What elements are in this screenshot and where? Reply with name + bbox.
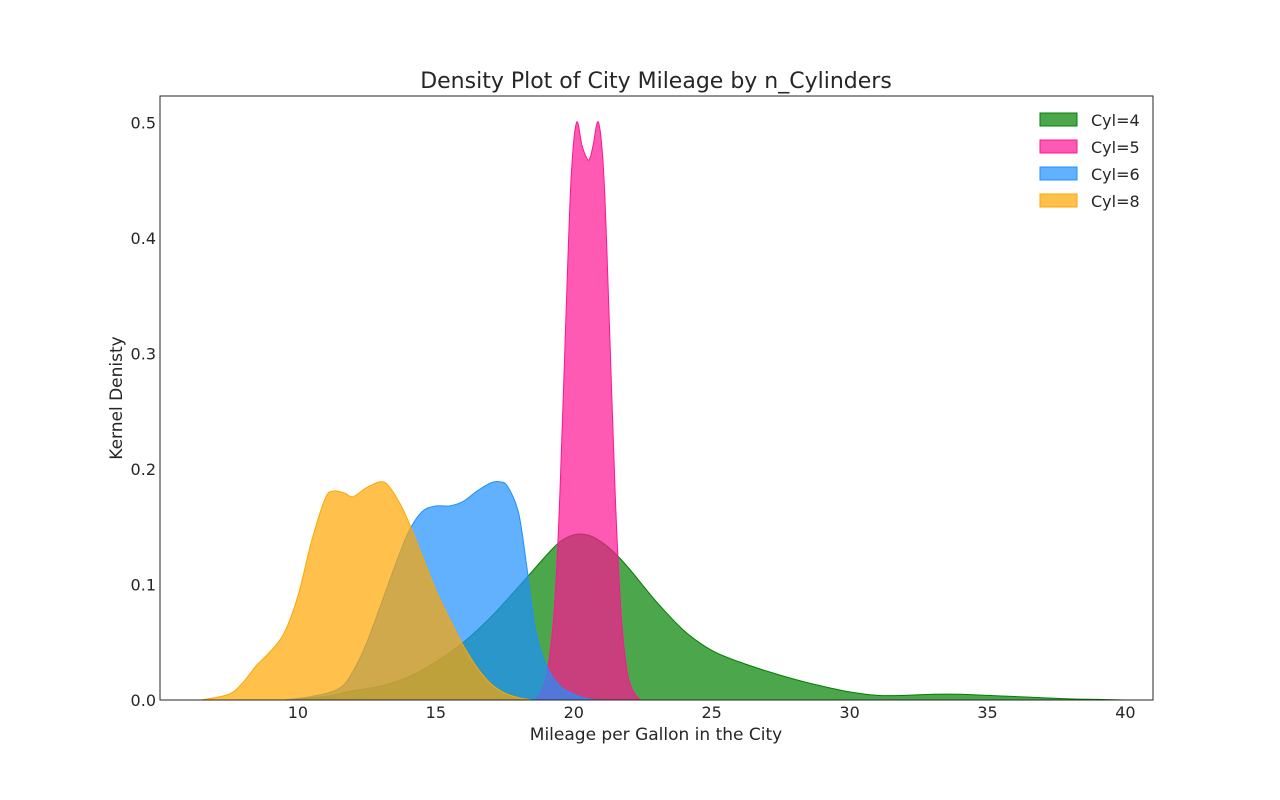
legend-label-cyl-6: Cyl=6: [1091, 165, 1140, 184]
legend-label-cyl-5: Cyl=5: [1091, 138, 1140, 157]
x-tick-label: 35: [977, 703, 997, 722]
x-tick-label: 20: [564, 703, 584, 722]
legend-swatch-cyl-4: [1039, 112, 1078, 127]
y-tick-label: 0.4: [131, 229, 156, 248]
legend-swatch-cyl-6: [1039, 166, 1078, 181]
plot-area: [201, 121, 1126, 701]
x-tick-label: 25: [701, 703, 721, 722]
density-area-cyl-5: [534, 121, 641, 701]
density-area-cyl-8: [201, 481, 533, 701]
x-tick-label: 40: [1115, 703, 1135, 722]
y-axis: 0.0 0.1 0.2 0.3 0.4 0.5: [131, 114, 156, 710]
y-tick-label: 0.1: [131, 576, 156, 595]
chart-title: Density Plot of City Mileage by n_Cylind…: [420, 69, 892, 94]
x-tick-label: 10: [288, 703, 308, 722]
x-axis-label: Mileage per Gallon in the City: [530, 725, 782, 745]
y-tick-label: 0.3: [131, 345, 156, 364]
y-tick-label: 0.2: [131, 460, 156, 479]
x-tick-label: 30: [839, 703, 859, 722]
y-tick-label: 0.0: [131, 691, 156, 710]
y-axis-label: Kernel Denisty: [107, 336, 127, 459]
y-tick-label: 0.5: [131, 114, 156, 133]
legend: Cyl=4 Cyl=5 Cyl=6 Cyl=8: [1039, 111, 1140, 211]
plot-frame: [159, 95, 1154, 701]
x-tick-label: 15: [426, 703, 446, 722]
legend-swatch-cyl-8: [1039, 193, 1078, 208]
legend-swatch-cyl-5: [1039, 139, 1078, 154]
legend-label-cyl-8: Cyl=8: [1091, 192, 1140, 211]
legend-label-cyl-4: Cyl=4: [1091, 111, 1140, 130]
x-axis: 10 15 20 25 30 35 40: [288, 703, 1136, 722]
